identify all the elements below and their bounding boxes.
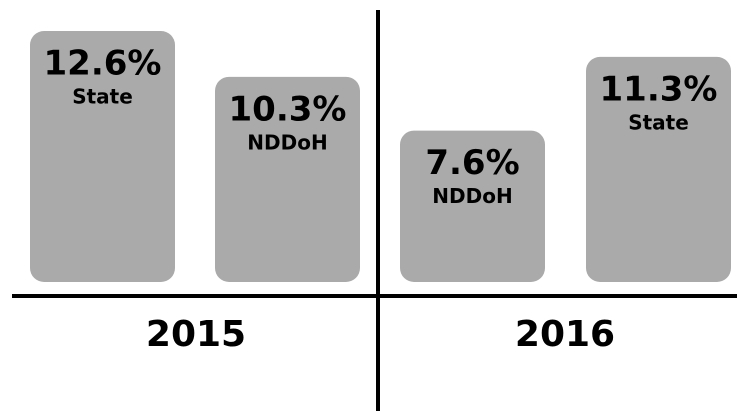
bar [215, 76, 360, 282]
series-label: NDDoH [432, 184, 512, 208]
bar [400, 130, 545, 282]
x-tick-label: 2016 [515, 314, 615, 355]
series-label: State [72, 85, 133, 109]
series-label: State [628, 110, 689, 134]
bar [30, 31, 175, 282]
value-label: 11.3% [600, 69, 718, 109]
series-label: NDDoH [247, 130, 327, 154]
value-label: 10.3% [229, 89, 347, 129]
value-label: 7.6% [425, 143, 519, 183]
bar [586, 56, 731, 283]
x-tick-label: 2015 [146, 314, 246, 355]
value-label: 12.6% [44, 44, 162, 84]
